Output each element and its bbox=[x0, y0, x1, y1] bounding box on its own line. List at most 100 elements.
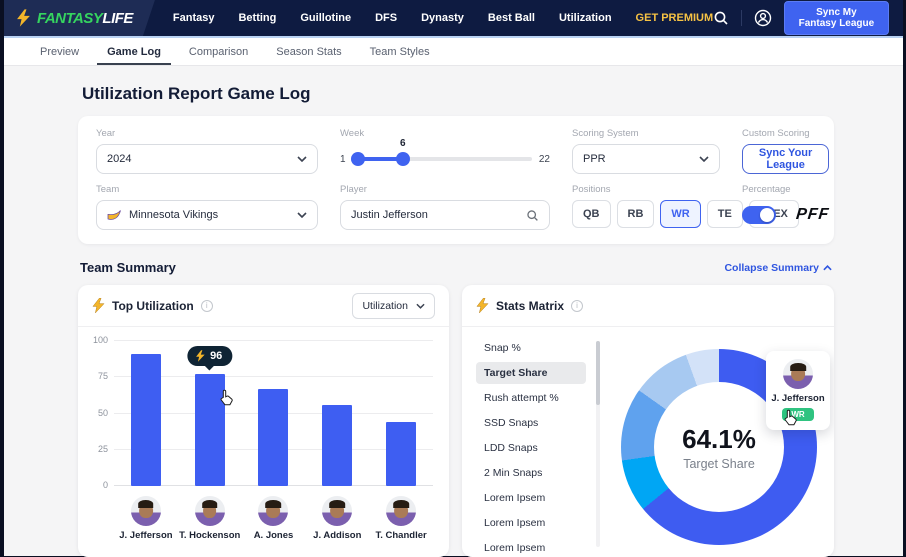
year-field: Year 2024 bbox=[96, 128, 318, 174]
position-badge: WR bbox=[782, 408, 813, 421]
info-icon[interactable] bbox=[571, 300, 583, 312]
week-min: 1 bbox=[340, 154, 346, 165]
top-utilization-card: Top Utilization Utilization 025507510096… bbox=[78, 285, 449, 557]
positions-chips: QBRBWRTEFLEX bbox=[572, 200, 720, 228]
team-select[interactable]: Minnesota Vikings bbox=[96, 200, 318, 230]
y-axis-tick: 50 bbox=[98, 408, 108, 418]
stats-list-scrollbar[interactable] bbox=[596, 341, 600, 547]
logo-bolt-icon bbox=[16, 9, 31, 27]
team-field: Team Minnesota Vikings bbox=[96, 184, 318, 230]
tab-season-stats[interactable]: Season Stats bbox=[266, 38, 351, 65]
year-label: Year bbox=[96, 128, 318, 139]
nav-item-best-ball[interactable]: Best Ball bbox=[488, 12, 535, 24]
custom-scoring-label: Custom Scoring bbox=[742, 128, 829, 139]
scoring-select[interactable]: PPR bbox=[572, 144, 720, 174]
search-icon[interactable] bbox=[713, 10, 729, 26]
player-label: T. Chandler bbox=[369, 496, 433, 541]
donut-center-value: 64.1% bbox=[682, 424, 756, 455]
percentage-label: Percentage bbox=[742, 184, 829, 195]
player-avatar bbox=[322, 496, 352, 526]
tab-comparison[interactable]: Comparison bbox=[179, 38, 258, 65]
tab-team-styles[interactable]: Team Styles bbox=[360, 38, 440, 65]
player-photo bbox=[783, 359, 813, 389]
utilization-metric-select[interactable]: Utilization bbox=[352, 293, 435, 319]
y-axis-tick: 75 bbox=[98, 371, 108, 381]
stat-item-5[interactable]: 2 Min Snaps bbox=[476, 462, 586, 484]
chevron-down-icon bbox=[297, 212, 307, 218]
bolt-icon bbox=[92, 298, 105, 313]
bar-t-hockenson[interactable] bbox=[195, 374, 225, 486]
chevron-down-icon bbox=[699, 156, 709, 162]
stat-item-7[interactable]: Lorem Ipsem bbox=[476, 512, 586, 534]
tab-preview[interactable]: Preview bbox=[30, 38, 89, 65]
bar-j-jefferson[interactable] bbox=[131, 354, 161, 486]
nav-menu: Fantasy Betting Guillotine DFS Dynasty Best B… bbox=[173, 12, 713, 24]
percentage-toggle[interactable] bbox=[742, 206, 776, 224]
top-nav: FANTASYLIFE Fantasy Betting Guillotine DFS D… bbox=[4, 0, 903, 38]
report-tabbar: Preview Game Log Comparison Season Stats Tea… bbox=[4, 38, 903, 66]
top-utilization-title: Top Utilization bbox=[112, 299, 194, 313]
custom-scoring-field: Custom Scoring Sync Your League bbox=[742, 128, 829, 174]
collapse-summary-link[interactable]: Collapse Summary bbox=[724, 262, 832, 274]
search-icon bbox=[526, 209, 539, 222]
nav-item-betting[interactable]: Betting bbox=[238, 12, 276, 24]
year-select[interactable]: 2024 bbox=[96, 144, 318, 174]
week-max: 22 bbox=[539, 154, 550, 165]
stat-item-2[interactable]: Rush attempt % bbox=[476, 387, 586, 409]
player-avatar bbox=[131, 496, 161, 526]
positions-field: Positions QBRBWRTEFLEX bbox=[572, 184, 720, 230]
week-slider-track[interactable]: 6 bbox=[353, 157, 532, 161]
week-slider-thumb-start[interactable] bbox=[351, 152, 365, 166]
nav-item-dfs[interactable]: DFS bbox=[375, 12, 397, 24]
nav-item-utilization[interactable]: Utilization bbox=[559, 12, 612, 24]
bar-j-addison[interactable] bbox=[322, 405, 352, 486]
stat-item-0[interactable]: Snap % bbox=[476, 337, 586, 359]
nav-item-fantasy[interactable]: Fantasy bbox=[173, 12, 215, 24]
player-label: A. Jones bbox=[242, 496, 306, 541]
position-chip-wr[interactable]: WR bbox=[660, 200, 700, 228]
player-label: T. Hockenson bbox=[178, 496, 242, 541]
chevron-up-icon bbox=[823, 265, 832, 271]
bar-a-jones[interactable] bbox=[258, 389, 288, 486]
bolt-icon bbox=[476, 298, 489, 313]
nav-item-get-premium[interactable]: GET PREMIUM bbox=[636, 12, 714, 24]
profile-icon[interactable] bbox=[754, 9, 772, 27]
stat-item-1[interactable]: Target Share bbox=[476, 362, 586, 384]
stat-item-8[interactable]: Lorem Ipsem bbox=[476, 537, 586, 557]
sync-fantasy-league-button[interactable]: Sync My Fantasy League bbox=[784, 1, 889, 35]
sync-your-league-button[interactable]: Sync Your League bbox=[742, 144, 829, 174]
donut-player-tooltip: J. Jefferson WR bbox=[766, 351, 830, 430]
position-chip-te[interactable]: TE bbox=[707, 200, 743, 228]
stats-matrix-title: Stats Matrix bbox=[496, 299, 564, 313]
scoring-field: Scoring System PPR bbox=[572, 128, 720, 174]
position-chip-rb[interactable]: RB bbox=[617, 200, 655, 228]
donut-center-label: Target Share bbox=[683, 457, 755, 471]
nav-item-dynasty[interactable]: Dynasty bbox=[421, 12, 464, 24]
percentage-field: Percentage PFF bbox=[742, 184, 829, 230]
player-avatar bbox=[195, 496, 225, 526]
position-chip-qb[interactable]: QB bbox=[572, 200, 611, 228]
chevron-down-icon bbox=[297, 156, 307, 162]
stat-item-3[interactable]: SSD Snaps bbox=[476, 412, 586, 434]
bar-t-chandler[interactable] bbox=[386, 422, 416, 486]
bar-tooltip: 96 bbox=[187, 346, 232, 366]
fantasylife-logo[interactable]: FANTASYLIFE bbox=[4, 0, 155, 36]
team-label: Team bbox=[96, 184, 318, 195]
team-summary-title: Team Summary bbox=[80, 260, 176, 275]
week-slider-thumb-end[interactable] bbox=[396, 152, 410, 166]
info-icon[interactable] bbox=[201, 300, 213, 312]
week-label: Week bbox=[340, 128, 550, 139]
stat-item-6[interactable]: Lorem Ipsem bbox=[476, 487, 586, 509]
player-search-input[interactable]: Justin Jefferson bbox=[340, 200, 550, 230]
tab-game-log[interactable]: Game Log bbox=[97, 38, 171, 65]
nav-right: Sync My Fantasy League bbox=[713, 1, 903, 35]
stat-item-4[interactable]: LDD Snaps bbox=[476, 437, 586, 459]
player-label: Player bbox=[340, 184, 550, 195]
player-label: J. Jefferson bbox=[114, 496, 178, 541]
y-axis-tick: 25 bbox=[98, 444, 108, 454]
nav-item-guillotine[interactable]: Guillotine bbox=[300, 12, 351, 24]
app-window: FANTASYLIFE Fantasy Betting Guillotine DFS D… bbox=[4, 0, 903, 556]
player-label: J. Addison bbox=[305, 496, 369, 541]
